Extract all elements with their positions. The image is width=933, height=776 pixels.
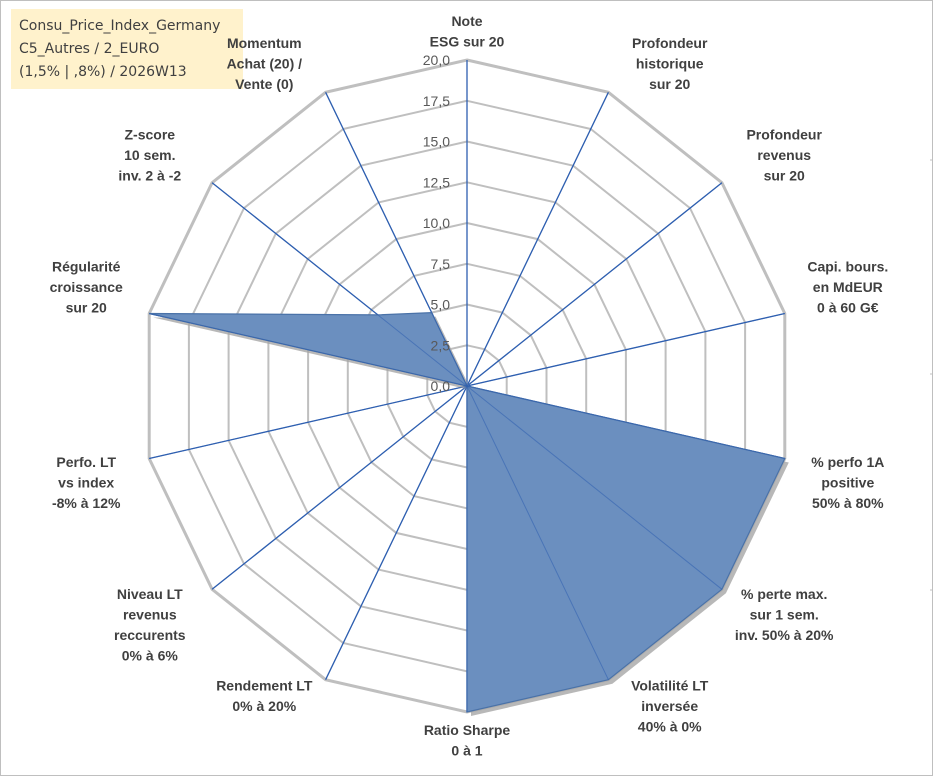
category-label-9: Niveau LT revenus reccurents 0% à 6%	[114, 586, 186, 664]
category-label-line: 0% à 6%	[122, 648, 179, 664]
info-box: Consu_Price_Index_Germany C5_Autres / 2_…	[11, 9, 243, 89]
category-label-line: sur 1 sem.	[750, 607, 819, 623]
tick-label-5: 12,5	[423, 174, 450, 190]
info-line-2: C5_Autres / 2_EURO	[19, 41, 160, 57]
category-label-line: 0 à 60 G€	[817, 299, 879, 315]
category-label-line: Momentum	[227, 35, 302, 51]
category-label-line: Z-score	[125, 126, 176, 142]
category-label-line: Capi. bours.	[807, 258, 888, 274]
category-label-line: -8% à 12%	[52, 495, 121, 511]
spoke-overlay-1	[466, 92, 609, 387]
category-label-line: Profondeur	[632, 35, 708, 51]
category-label-line: sur 20	[66, 299, 107, 315]
category-label-line: inversée	[641, 698, 698, 714]
edge-marks	[930, 159, 933, 591]
spoke-overlay-12	[211, 182, 468, 387]
category-label-line: Niveau LT	[117, 586, 183, 602]
tick-label-0: 0,0	[431, 378, 451, 394]
tick-labels: 0,0 2,5 5,0 7,5 10,0 12,5 15,0 17,5 20,0	[423, 52, 450, 394]
spoke-overlay-11	[149, 313, 468, 387]
spoke-overlay-5	[466, 385, 723, 590]
info-line-1: Consu_Price_Index_Germany	[19, 18, 221, 34]
tick-label-2: 5,0	[431, 297, 451, 313]
category-label-line: % perte max.	[741, 586, 827, 602]
tick-label-1: 2,5	[431, 337, 451, 353]
spoke-overlay-13	[325, 92, 468, 387]
category-label-line: 0 à 1	[451, 743, 482, 759]
spoke-overlay-9	[211, 385, 468, 590]
category-label-5: % perte max. sur 1 sem. inv. 50% à 20%	[735, 586, 834, 643]
category-label-line: Note	[451, 13, 482, 29]
category-label-line: Profondeur	[746, 126, 822, 142]
category-label-4: % perfo 1A positive 50% à 80%	[811, 454, 884, 511]
category-label-line: inv. 50% à 20%	[735, 627, 834, 643]
category-label-0: Note ESG sur 20	[430, 13, 505, 50]
category-label-line: Perfo. LT	[56, 454, 116, 470]
spoke-overlay-8	[325, 385, 468, 680]
category-label-line: Achat (20) /	[227, 56, 303, 72]
tick-label-8: 20,0	[423, 52, 450, 68]
category-label-8: Rendement LT 0% à 20%	[216, 677, 313, 714]
category-label-line: positive	[821, 475, 874, 491]
category-label-7: Ratio Sharpe 0 à 1	[424, 722, 511, 759]
category-label-13: Momentum Achat (20) / Vente (0)	[227, 35, 303, 92]
category-label-line: sur 20	[764, 167, 805, 183]
category-label-line: reccurents	[114, 627, 186, 643]
category-label-12: Z-score 10 sem. inv. 2 à -2	[118, 126, 181, 183]
category-label-10: Perfo. LT vs index -8% à 12%	[52, 454, 121, 511]
tick-label-3: 7,5	[431, 256, 451, 272]
category-label-line: 40% à 0%	[638, 718, 702, 734]
category-label-line: 0% à 20%	[232, 698, 296, 714]
category-label-line: vs index	[58, 475, 114, 491]
spoke-overlay-6	[466, 385, 609, 680]
spoke-overlay-4	[466, 385, 785, 459]
info-line-3: (1,5% | ,8%) / 2026W13	[19, 64, 187, 80]
category-label-line: inv. 2 à -2	[118, 167, 181, 183]
category-label-1: Profondeur historique sur 20	[632, 35, 708, 92]
category-label-line: Rendement LT	[216, 677, 313, 693]
category-label-line: Volatilité LT	[631, 677, 709, 693]
category-label-line: en MdEUR	[813, 279, 883, 295]
spoke-overlay-10	[149, 385, 468, 459]
category-label-line: revenus	[757, 147, 811, 163]
spoke-overlay-2	[466, 182, 723, 387]
category-label-line: 10 sem.	[124, 147, 175, 163]
tick-label-7: 17,5	[423, 93, 450, 109]
spoke-overlay-3	[466, 313, 785, 387]
category-label-11: Régularité croissance sur 20	[50, 258, 123, 315]
tick-label-4: 10,0	[423, 215, 450, 231]
category-label-line: Régularité	[52, 258, 121, 274]
category-label-3: Capi. bours. en MdEUR 0 à 60 G€	[807, 258, 888, 315]
category-labels: Note ESG sur 20 Profondeur historique sur 20…	[50, 13, 889, 759]
category-label-line: croissance	[50, 279, 123, 295]
category-label-6: Volatilité LT inversée 40% à 0%	[631, 677, 709, 734]
category-label-line: sur 20	[649, 76, 690, 92]
category-label-line: revenus	[123, 607, 177, 623]
category-label-line: 50% à 80%	[812, 495, 884, 511]
series-layer	[149, 60, 789, 716]
tick-label-6: 15,0	[423, 134, 450, 150]
category-label-line: Ratio Sharpe	[424, 722, 511, 738]
category-label-line: Vente (0)	[235, 76, 293, 92]
category-label-line: historique	[636, 56, 704, 72]
category-label-line: % perfo 1A	[811, 454, 884, 470]
category-label-2: Profondeur revenus sur 20	[746, 126, 822, 183]
category-label-line: ESG sur 20	[430, 34, 505, 50]
